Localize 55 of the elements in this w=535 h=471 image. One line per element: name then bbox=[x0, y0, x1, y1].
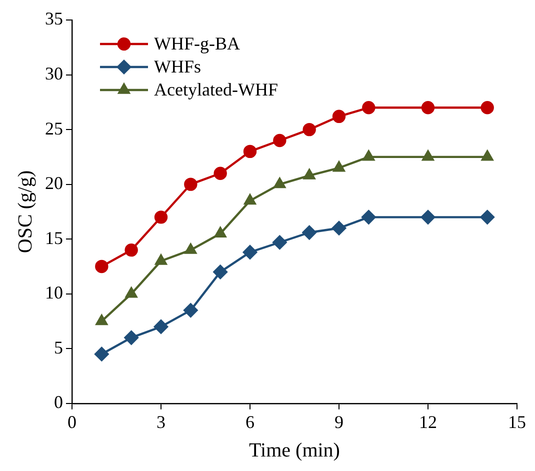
point bbox=[155, 254, 167, 265]
point bbox=[184, 178, 198, 191]
y-tick-label: 15 bbox=[45, 228, 63, 248]
point bbox=[184, 243, 197, 254]
point bbox=[154, 210, 168, 224]
legend-label: WHF-g-BA bbox=[154, 34, 240, 54]
x-tick-label: 6 bbox=[246, 412, 254, 432]
point bbox=[362, 150, 375, 161]
point bbox=[422, 150, 434, 161]
point bbox=[481, 150, 494, 161]
x-axis-title: Time (min) bbox=[249, 439, 340, 462]
point bbox=[421, 101, 435, 114]
point bbox=[302, 225, 316, 240]
point bbox=[274, 178, 286, 188]
x-tick-label: 0 bbox=[68, 412, 76, 432]
y-tick-label: 0 bbox=[54, 392, 63, 412]
x-tick-label: 12 bbox=[419, 412, 437, 432]
point bbox=[94, 347, 109, 362]
x-tick-label: 9 bbox=[334, 412, 344, 432]
point bbox=[124, 330, 138, 345]
point bbox=[124, 243, 138, 257]
legend-label: WHFs bbox=[154, 56, 202, 77]
y-tick-label: 30 bbox=[45, 64, 63, 84]
point bbox=[242, 245, 258, 260]
point bbox=[303, 168, 316, 180]
point bbox=[420, 210, 436, 224]
point bbox=[332, 221, 346, 236]
point bbox=[243, 144, 257, 158]
point bbox=[184, 303, 198, 318]
point bbox=[273, 134, 286, 148]
y-tick-label: 5 bbox=[54, 337, 63, 358]
point bbox=[96, 314, 108, 326]
point bbox=[213, 264, 228, 280]
y-axis-title: OSC (g/g) bbox=[14, 170, 36, 254]
point bbox=[125, 287, 138, 298]
point bbox=[214, 166, 227, 180]
point bbox=[333, 161, 345, 172]
point bbox=[272, 235, 287, 250]
y-tick-label: 20 bbox=[45, 173, 63, 194]
point bbox=[362, 210, 376, 224]
point bbox=[154, 320, 168, 334]
legend-label: Acetylated-WHF bbox=[154, 80, 278, 100]
point bbox=[332, 110, 346, 123]
x-tick-label: 15 bbox=[508, 412, 526, 432]
y-tick-label: 35 bbox=[45, 8, 63, 29]
point bbox=[362, 101, 376, 114]
y-tick-label: 25 bbox=[45, 118, 63, 138]
point bbox=[95, 260, 108, 274]
point bbox=[214, 227, 226, 238]
point bbox=[302, 122, 316, 136]
y-tick-label: 10 bbox=[45, 282, 63, 303]
point bbox=[244, 194, 256, 205]
point bbox=[480, 210, 494, 224]
x-tick-label: 3 bbox=[156, 412, 166, 432]
point bbox=[480, 101, 494, 114]
